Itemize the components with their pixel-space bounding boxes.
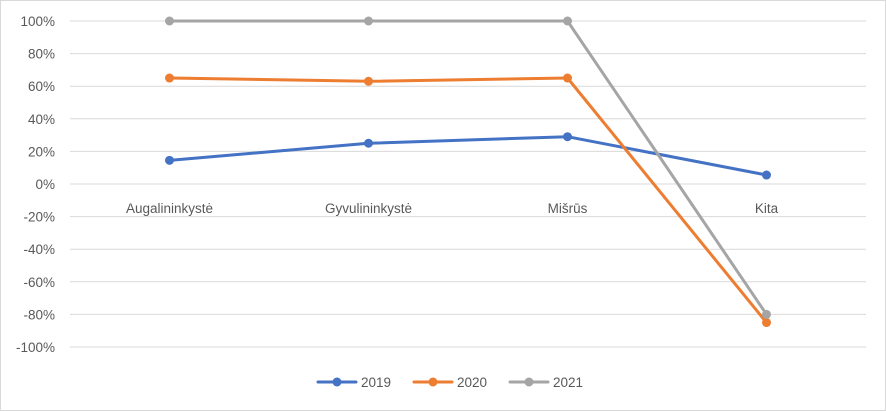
data-point [364,16,373,26]
y-tick-label: -20% [23,210,55,225]
legend: 2019 2020 2021 [316,375,583,390]
legend-item: 2020 [412,375,487,390]
y-tick-label: 100% [20,14,55,29]
y-tick-label: 20% [28,144,55,159]
y-tick-label: -80% [23,307,55,322]
data-point [762,170,771,180]
legend-marker [332,377,342,387]
data-point [165,155,174,165]
series-lines [165,16,771,328]
x-tick-label: Kita [755,201,779,216]
data-point [165,73,174,83]
data-point [563,73,572,83]
legend-label: 2020 [457,375,487,390]
legend-label: 2019 [361,375,391,390]
data-point [364,76,373,86]
legend-marker [428,377,438,387]
legend-item: 2021 [508,375,583,390]
y-tick-label: 80% [28,47,55,62]
data-point [762,318,771,328]
y-tick-label: -40% [23,242,55,257]
legend-item: 2019 [316,375,391,390]
x-tick-label: Mišrūs [548,201,588,216]
series-2020 [165,73,771,328]
x-tick-label: Augalininkystė [126,201,213,216]
y-axis-tick-labels: 100% 80% 60% 40% 20% 0% -20% -40% -60% -80% -100% [16,14,55,355]
series-line [168,19,768,316]
series-2021 [165,16,771,319]
legend-marker [524,377,534,387]
y-tick-label: -60% [23,275,55,290]
series-line [168,135,768,177]
legend-label: 2021 [553,375,583,390]
data-point [762,309,771,319]
y-tick-label: -100% [16,340,55,355]
data-point [563,16,572,26]
y-tick-label: 60% [28,79,55,94]
data-point [165,16,174,26]
y-tick-label: 40% [28,112,55,127]
x-tick-label: Gyvulininkystė [325,201,412,216]
y-tick-label: 0% [35,177,55,192]
data-point [563,132,572,142]
series-2019 [165,132,771,180]
data-point [364,138,373,148]
series-line [168,76,768,325]
x-axis-category-labels: Augalininkystė Gyvulininkystė Mišrūs Kita [126,201,779,216]
